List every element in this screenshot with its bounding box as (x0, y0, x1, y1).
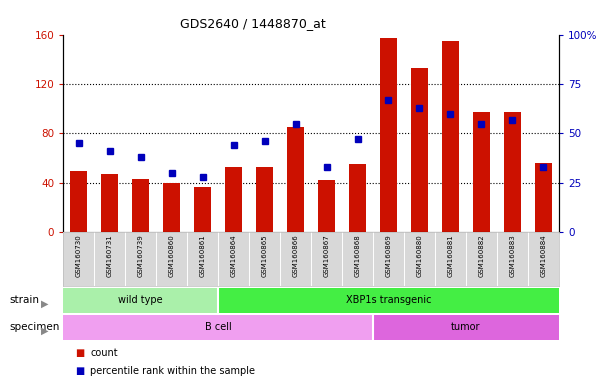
Text: GSM160731: GSM160731 (106, 234, 112, 277)
Bar (411, 68, 428, 232)
Bar (225, 167, 242, 232)
Text: GSM160864: GSM160864 (231, 234, 237, 276)
Text: GSM160739: GSM160739 (138, 234, 144, 277)
Bar (70, 170, 87, 232)
Text: B cell: B cell (205, 322, 231, 333)
Text: count: count (90, 348, 118, 358)
Bar (535, 163, 552, 232)
Text: GSM160882: GSM160882 (478, 234, 484, 276)
Text: GSM160867: GSM160867 (323, 234, 329, 277)
Bar (163, 183, 180, 232)
Bar (373, 315, 559, 340)
Text: specimen: specimen (9, 322, 59, 333)
Bar (504, 113, 521, 232)
Bar (349, 164, 366, 232)
Bar (287, 127, 304, 232)
Bar (473, 113, 490, 232)
Bar (218, 288, 559, 313)
Text: ■: ■ (75, 366, 84, 376)
Bar (194, 187, 211, 232)
Text: ■: ■ (75, 348, 84, 358)
Bar (442, 41, 459, 232)
Text: GSM160865: GSM160865 (261, 234, 267, 276)
Text: GSM160884: GSM160884 (540, 234, 546, 276)
Text: percentile rank within the sample: percentile rank within the sample (90, 366, 255, 376)
Text: GSM160868: GSM160868 (355, 234, 361, 277)
Text: tumor: tumor (451, 322, 481, 333)
Text: GSM160881: GSM160881 (448, 234, 454, 277)
Bar (318, 180, 335, 232)
Text: GSM160883: GSM160883 (510, 234, 516, 277)
Bar (380, 38, 397, 232)
Text: GSM160880: GSM160880 (416, 234, 423, 277)
Text: ▶: ▶ (41, 298, 49, 308)
Text: GSM160730: GSM160730 (76, 234, 82, 277)
Text: GSM160869: GSM160869 (385, 234, 391, 277)
Text: GSM160860: GSM160860 (168, 234, 174, 277)
Bar (63, 288, 218, 313)
Text: ▶: ▶ (41, 325, 49, 335)
Bar (256, 167, 273, 232)
Text: wild type: wild type (118, 295, 163, 306)
Bar (132, 179, 149, 232)
Text: GSM160861: GSM160861 (200, 234, 206, 277)
Bar (101, 174, 118, 232)
Bar (63, 315, 373, 340)
Text: GSM160866: GSM160866 (293, 234, 299, 277)
Text: strain: strain (9, 295, 39, 306)
Text: XBP1s transgenic: XBP1s transgenic (346, 295, 432, 306)
Text: GDS2640 / 1448870_at: GDS2640 / 1448870_at (180, 17, 325, 30)
